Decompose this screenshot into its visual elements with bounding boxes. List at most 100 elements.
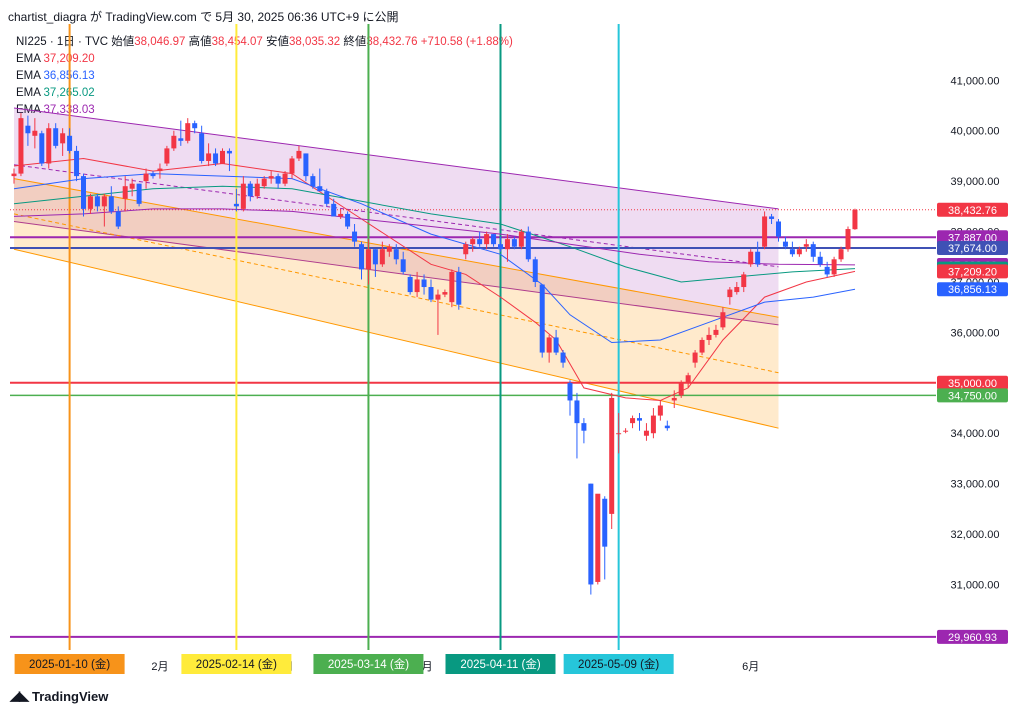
candle-body bbox=[206, 153, 212, 161]
date-label-badge bbox=[563, 654, 674, 674]
y-tick-label: 40,000.00 bbox=[951, 126, 1000, 138]
candle-body bbox=[18, 118, 24, 174]
symbol-label: NI225 · 1日 · TVC bbox=[16, 36, 109, 48]
tradingview-logo-text: TradingView bbox=[32, 688, 109, 704]
price-badge-label: 37,209.20 bbox=[948, 266, 997, 278]
candle-body bbox=[338, 213, 344, 217]
y-tick-label: 31,000.00 bbox=[951, 579, 1000, 591]
ema-label: EMA bbox=[16, 53, 41, 65]
open-label: 始値 bbox=[111, 36, 135, 48]
candle-body bbox=[449, 271, 455, 303]
candle-body bbox=[713, 329, 719, 335]
candle-body bbox=[94, 196, 100, 207]
candle-body bbox=[275, 176, 281, 184]
candle-body bbox=[233, 203, 239, 207]
channel-lower-orange bbox=[13, 248, 779, 429]
candle-body bbox=[81, 176, 86, 209]
candle-body bbox=[741, 274, 747, 288]
price-badge bbox=[937, 264, 1008, 279]
candle-body bbox=[491, 234, 497, 245]
candle-body bbox=[546, 337, 552, 353]
candle-body bbox=[25, 125, 31, 134]
candle-body bbox=[574, 400, 580, 424]
candle-body bbox=[525, 231, 531, 260]
y-tick-label: 34,000.00 bbox=[951, 428, 1000, 440]
candle-body bbox=[442, 292, 448, 295]
candle-body bbox=[428, 287, 434, 300]
candle-body bbox=[87, 196, 93, 209]
candle-body bbox=[595, 493, 601, 582]
candle-body bbox=[53, 128, 59, 146]
candle-body bbox=[199, 133, 205, 161]
price-badge-label: 38,432.76 bbox=[948, 205, 997, 217]
low-label: 安値 bbox=[265, 36, 289, 48]
candle-body bbox=[852, 209, 858, 230]
candle-body bbox=[637, 418, 642, 421]
candle-body bbox=[101, 196, 107, 207]
candle-body bbox=[393, 249, 399, 260]
candle-body bbox=[122, 186, 128, 199]
ema-line bbox=[13, 185, 856, 283]
date-label-badge bbox=[313, 654, 424, 674]
y-tick-label: 33,000.00 bbox=[951, 479, 1000, 491]
ema-line bbox=[13, 173, 856, 344]
candle-body bbox=[240, 183, 246, 209]
candle-body bbox=[845, 229, 851, 250]
price-badge bbox=[937, 388, 1008, 403]
candle-body bbox=[115, 211, 121, 227]
candle-body bbox=[609, 397, 615, 514]
candle-body bbox=[470, 239, 476, 245]
candle-body bbox=[11, 173, 17, 177]
candle-body bbox=[803, 244, 809, 247]
ohlc-row: NI225 · 1日 · TVC 始値38,046.97 高値38,454.07… bbox=[16, 34, 513, 51]
candle-body bbox=[317, 186, 323, 192]
candle-body bbox=[213, 153, 219, 164]
candle-body bbox=[567, 382, 573, 401]
tradingview-logo[interactable]: ◢◣ TradingView bbox=[10, 688, 108, 704]
candle-body bbox=[692, 352, 698, 363]
y-tick-label: 36,000.00 bbox=[951, 327, 1000, 339]
candle-body bbox=[706, 334, 712, 340]
candle-body bbox=[699, 339, 705, 353]
candle-body bbox=[748, 251, 754, 265]
candle-body bbox=[74, 150, 80, 177]
close-value: 38,432.76 bbox=[366, 36, 418, 48]
price-badge bbox=[937, 629, 1008, 644]
channel-fill-orange bbox=[14, 178, 779, 429]
price-badge bbox=[937, 375, 1008, 390]
price-badge bbox=[937, 241, 1008, 256]
date-label-badge bbox=[181, 654, 292, 674]
candle-body bbox=[539, 284, 545, 353]
candle-body bbox=[192, 123, 198, 129]
candle-body bbox=[456, 271, 462, 305]
date-label-badge bbox=[445, 654, 556, 674]
y-tick-label: 32,000.00 bbox=[951, 529, 1000, 541]
y-tick-label: 41,000.00 bbox=[951, 75, 1000, 87]
candle-body bbox=[484, 234, 490, 245]
high-label: 高値 bbox=[188, 36, 212, 48]
candle-body bbox=[60, 133, 66, 144]
candle-body bbox=[359, 244, 364, 270]
candle-body bbox=[254, 183, 260, 197]
candle-body bbox=[623, 430, 629, 432]
y-tick-label: 39,000.00 bbox=[951, 176, 1000, 188]
candle-body bbox=[407, 276, 413, 293]
candle-body bbox=[755, 251, 761, 265]
price-badge-label: 36,856.13 bbox=[948, 284, 997, 296]
candle-body bbox=[504, 239, 510, 250]
price-badge bbox=[937, 202, 1008, 217]
candle-body bbox=[769, 216, 775, 219]
candle-body bbox=[796, 249, 802, 255]
candle-body bbox=[352, 231, 358, 242]
candle-body bbox=[303, 153, 309, 177]
publish-info: chartist_diagra が TradingView.com で 5月 3… bbox=[8, 10, 399, 24]
change-value: +710.58 (+1.88%) bbox=[420, 36, 513, 48]
candle-body bbox=[129, 183, 135, 189]
candle-body bbox=[157, 168, 163, 172]
candle-body bbox=[310, 176, 316, 187]
x-month-label: 6月 bbox=[742, 661, 759, 673]
candle-body bbox=[67, 135, 73, 151]
price-badge-label: 35,000.00 bbox=[948, 378, 997, 390]
candle-body bbox=[643, 430, 649, 436]
